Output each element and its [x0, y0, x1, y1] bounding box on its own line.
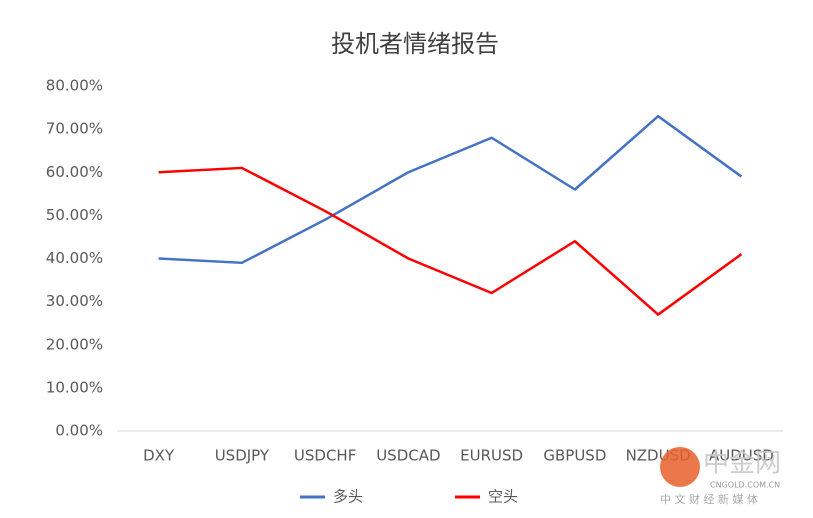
- watermark-tagline: 中 文 财 经 新 媒 体: [660, 492, 758, 506]
- y-tick-label: 30.00%: [46, 292, 103, 310]
- watermark-site: CNGOLD.COM.CN: [710, 481, 780, 490]
- x-tick-label: AUDUSD: [709, 447, 774, 465]
- watermark-logo: [660, 447, 700, 487]
- x-tick-label: EURUSD: [460, 447, 523, 465]
- x-tick-label: USDCAD: [376, 447, 440, 465]
- x-tick-label: DXY: [143, 447, 175, 465]
- x-tick-label: USDJPY: [215, 447, 270, 465]
- legend-label: 空头: [488, 488, 518, 506]
- x-tick-label: GBPUSD: [543, 447, 606, 465]
- legend-label: 多头: [333, 488, 363, 506]
- y-tick-label: 80.00%: [46, 77, 103, 95]
- y-tick-label: 60.00%: [46, 163, 103, 181]
- series-line: [158, 114, 743, 265]
- series-line: [158, 166, 743, 316]
- chart-title: 投机者情绪报告: [331, 30, 499, 58]
- y-tick-label: 70.00%: [46, 120, 103, 138]
- watermark-name: 中金网: [703, 449, 781, 479]
- x-tick-label: USDCHF: [294, 447, 356, 465]
- y-tick-label: 0.00%: [55, 422, 103, 440]
- y-tick-label: 40.00%: [46, 249, 103, 267]
- y-tick-label: 50.00%: [46, 206, 103, 224]
- y-tick-label: 20.00%: [46, 335, 103, 353]
- y-tick-label: 10.00%: [46, 378, 103, 396]
